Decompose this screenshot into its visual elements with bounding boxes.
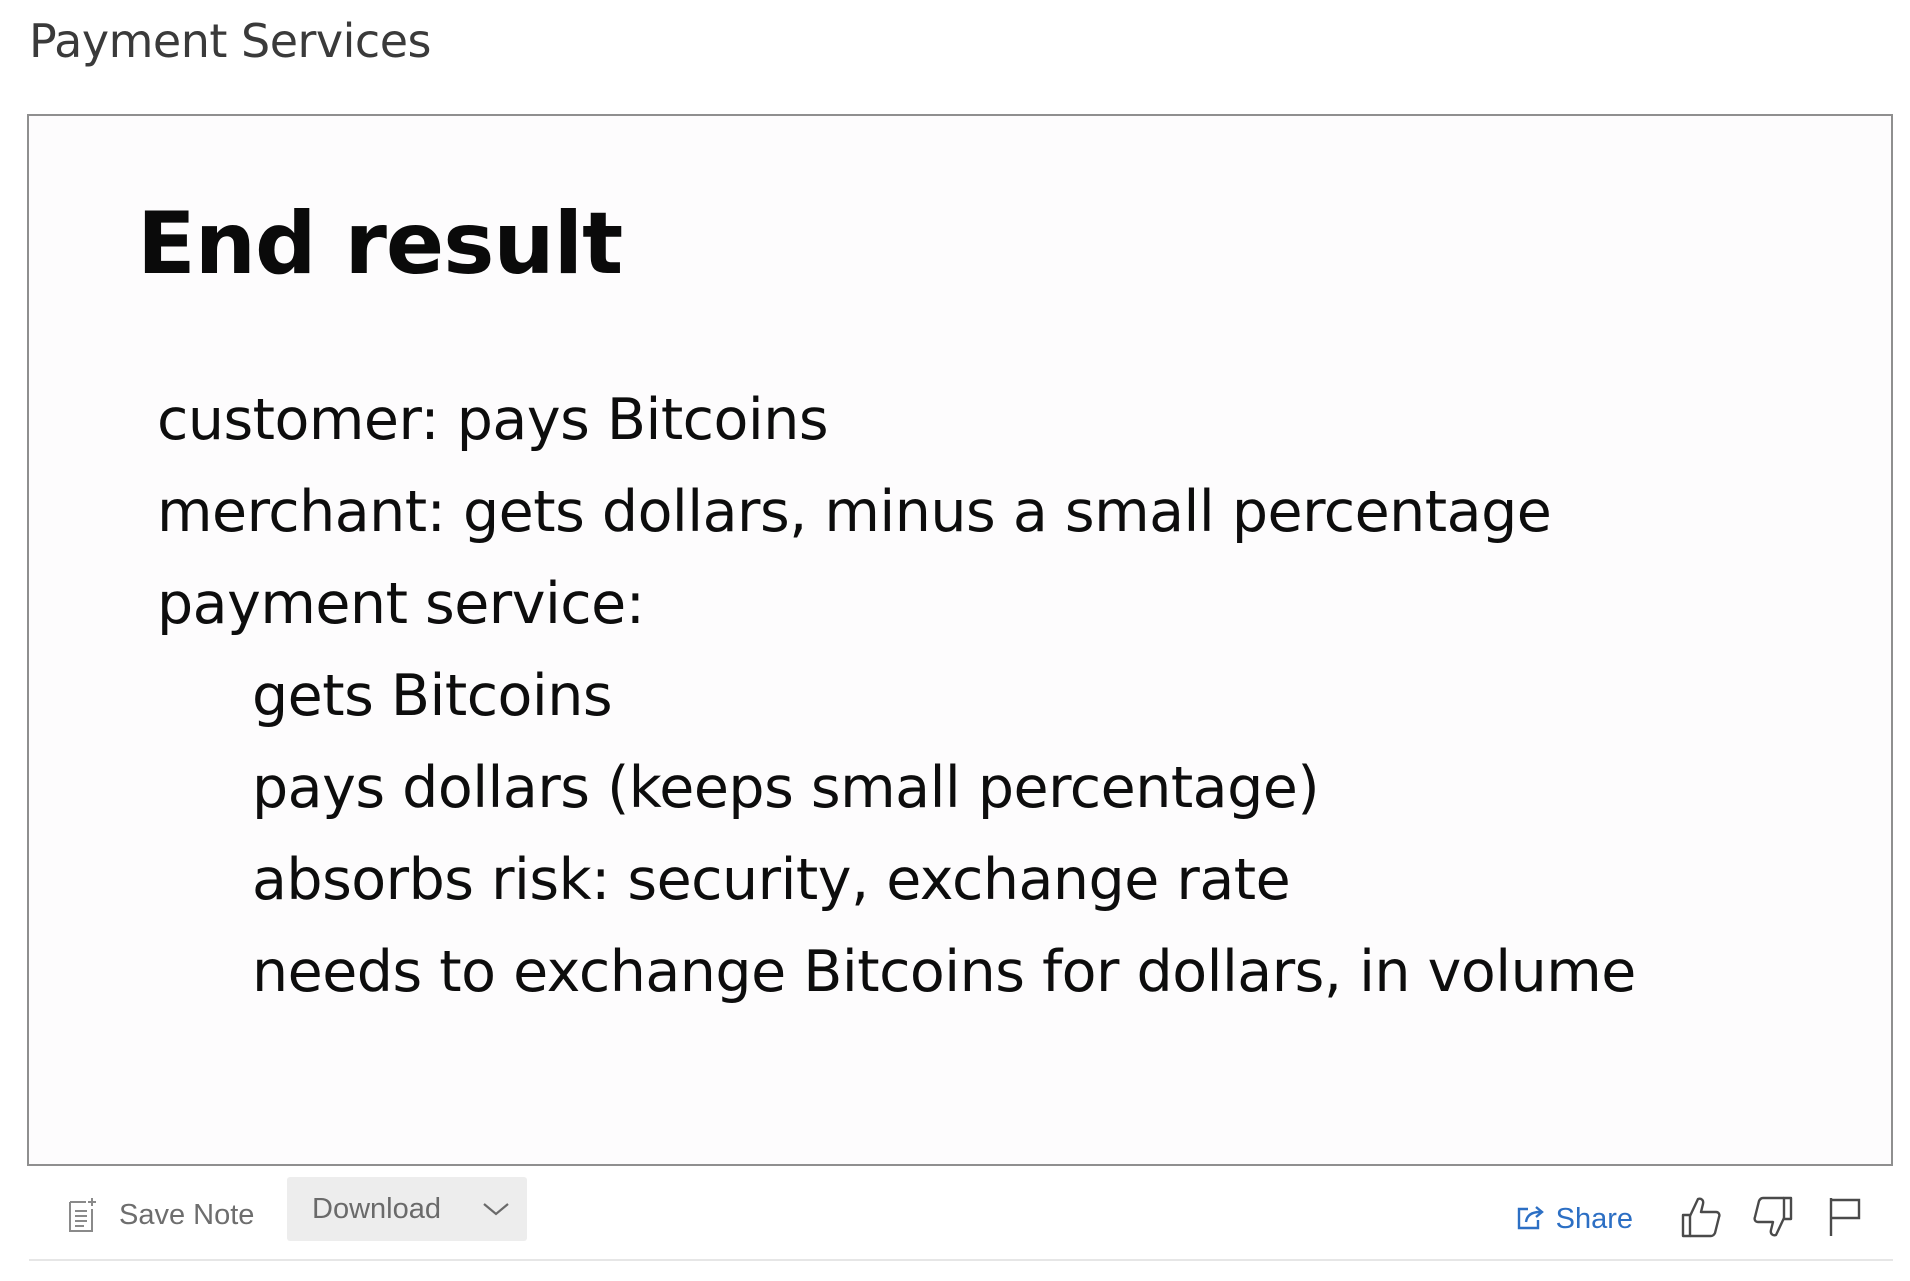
slide-heading: End result [137,194,623,294]
save-note-label: Save Note [119,1198,255,1231]
slide-line: customer: pays Bitcoins [157,387,829,453]
thumbs-up-icon [1680,1195,1722,1244]
feedback-actions: Share [1516,1186,1871,1252]
save-note-button[interactable]: Save Note [67,1190,254,1240]
flag-icon [1827,1196,1863,1243]
slide-line: merchant: gets dollars, minus a small pe… [157,479,1552,545]
share-button[interactable]: Share [1516,1203,1633,1236]
slide-line: gets Bitcoins [252,663,613,729]
slide-toolbar: Save Note Download Share [29,1176,1893,1261]
dislike-button[interactable] [1747,1193,1799,1245]
share-label: Share [1555,1202,1633,1235]
slide-viewer: End result customer: pays Bitcoins merch… [27,114,1893,1166]
slide-line: absorbs risk: security, exchange rate [252,847,1291,913]
thumbs-down-icon [1752,1195,1794,1244]
chevron-down-icon[interactable] [481,1199,511,1224]
share-icon [1516,1203,1546,1236]
note-icon [67,1197,97,1233]
slide-line: payment service: [157,571,645,637]
page-title: Payment Services [29,14,431,68]
slide-line: pays dollars (keeps small percentage) [252,755,1320,821]
slide-bullet-list: customer: pays Bitcoins merchant: gets d… [157,374,1636,1018]
flag-button[interactable] [1819,1193,1871,1245]
like-button[interactable] [1675,1193,1727,1245]
download-label: Download [312,1192,441,1225]
slide-line: needs to exchange Bitcoins for dollars, … [252,939,1636,1005]
download-button[interactable]: Download [287,1177,527,1241]
